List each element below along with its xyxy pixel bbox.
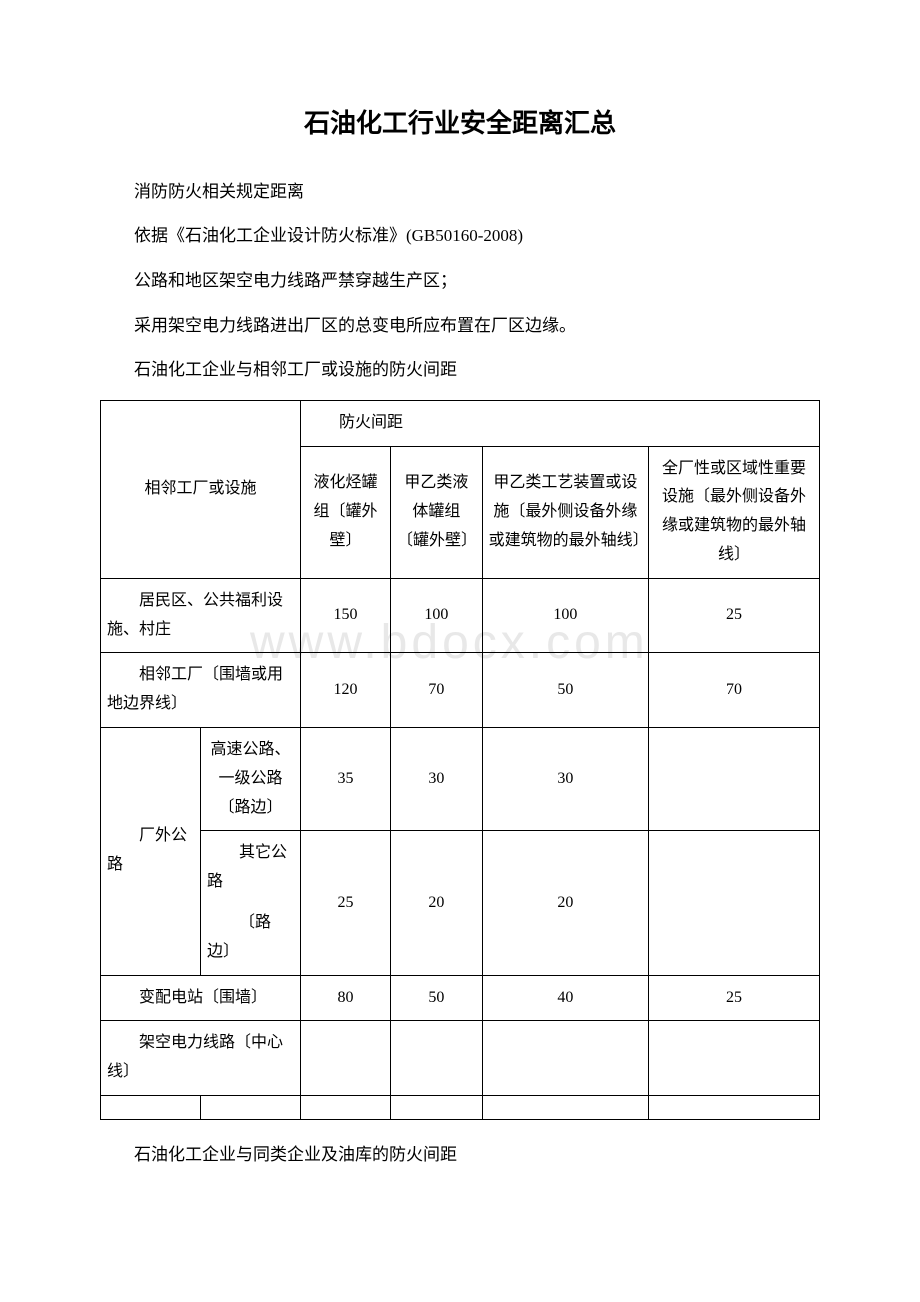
cell-sublabel: 高速公路、一级公路〔路边〕	[201, 727, 301, 830]
cell-value: 25	[648, 975, 819, 1021]
header-col2: 甲乙类液体罐组〔罐外壁〕	[391, 446, 483, 578]
cell-group-label: 厂外公路	[101, 727, 201, 975]
cell-label: 变配电站〔围墙〕	[101, 975, 301, 1021]
paragraph-3: 公路和地区架空电力线路严禁穿越生产区；	[100, 266, 820, 297]
cell-empty	[201, 1095, 301, 1119]
cell-value	[648, 1021, 819, 1096]
paragraph-5: 石油化工企业与相邻工厂或设施的防火间距	[100, 355, 820, 386]
cell-value: 30	[391, 727, 483, 830]
cell-label: 相邻工厂〔围墙或用地边界线〕	[101, 653, 301, 728]
paragraph-4: 采用架空电力线路进出厂区的总变电所应布置在厂区边缘。	[100, 311, 820, 342]
cell-label: 架空电力线路〔中心线〕	[101, 1021, 301, 1096]
header-facility: 相邻工厂或设施	[101, 400, 301, 578]
cell-value: 50	[482, 653, 648, 728]
table-row: 其它公路 〔路边〕 25 20 20	[101, 831, 820, 975]
cell-empty	[391, 1095, 483, 1119]
cell-empty	[648, 1095, 819, 1119]
cell-value: 70	[648, 653, 819, 728]
header-col3: 甲乙类工艺装置或设施〔最外侧设备外缘或建筑物的最外轴线〕	[482, 446, 648, 578]
header-col1: 液化烃罐组〔罐外壁〕	[301, 446, 391, 578]
cell-value: 80	[301, 975, 391, 1021]
cell-value: 120	[301, 653, 391, 728]
cell-value: 20	[391, 831, 483, 975]
cell-value	[482, 1021, 648, 1096]
cell-value	[648, 727, 819, 830]
cell-label: 居民区、公共福利设施、村庄	[101, 578, 301, 653]
cell-value: 100	[482, 578, 648, 653]
header-col4: 全厂性或区域性重要设施〔最外侧设备外缘或建筑物的最外轴线〕	[648, 446, 819, 578]
table-row-empty	[101, 1095, 820, 1119]
cell-value: 50	[391, 975, 483, 1021]
cell-sublabel-line1: 其它公路	[207, 839, 294, 897]
cell-empty	[101, 1095, 201, 1119]
cell-value: 20	[482, 831, 648, 975]
cell-value: 40	[482, 975, 648, 1021]
cell-value: 70	[391, 653, 483, 728]
table-header-row-1: 相邻工厂或设施 防火间距	[101, 400, 820, 446]
cell-value	[391, 1021, 483, 1096]
cell-empty	[482, 1095, 648, 1119]
table-row: 变配电站〔围墙〕 80 50 40 25	[101, 975, 820, 1021]
cell-value: 25	[648, 578, 819, 653]
cell-value: 30	[482, 727, 648, 830]
page-title: 石油化工行业安全距离汇总	[100, 100, 820, 147]
header-fire-distance: 防火间距	[301, 400, 820, 446]
fire-distance-table: 相邻工厂或设施 防火间距 液化烃罐组〔罐外壁〕 甲乙类液体罐组〔罐外壁〕 甲乙类…	[100, 400, 820, 1120]
table-row: 居民区、公共福利设施、村庄 150 100 100 25	[101, 578, 820, 653]
cell-value: 150	[301, 578, 391, 653]
cell-value	[648, 831, 819, 975]
cell-sublabel: 其它公路 〔路边〕	[201, 831, 301, 975]
cell-value: 35	[301, 727, 391, 830]
table-row: 厂外公路 高速公路、一级公路〔路边〕 35 30 30	[101, 727, 820, 830]
cell-empty	[301, 1095, 391, 1119]
footer-paragraph: 石油化工企业与同类企业及油库的防火间距	[100, 1140, 820, 1171]
paragraph-2: 依据《石油化工企业设计防火标准》(GB50160-2008)	[100, 221, 820, 252]
cell-value: 25	[301, 831, 391, 975]
cell-value	[301, 1021, 391, 1096]
cell-sublabel-line2: 〔路边〕	[207, 909, 294, 967]
paragraph-1: 消防防火相关规定距离	[100, 177, 820, 208]
cell-value: 100	[391, 578, 483, 653]
table-row: 架空电力线路〔中心线〕	[101, 1021, 820, 1096]
table-row: 相邻工厂〔围墙或用地边界线〕 120 70 50 70	[101, 653, 820, 728]
